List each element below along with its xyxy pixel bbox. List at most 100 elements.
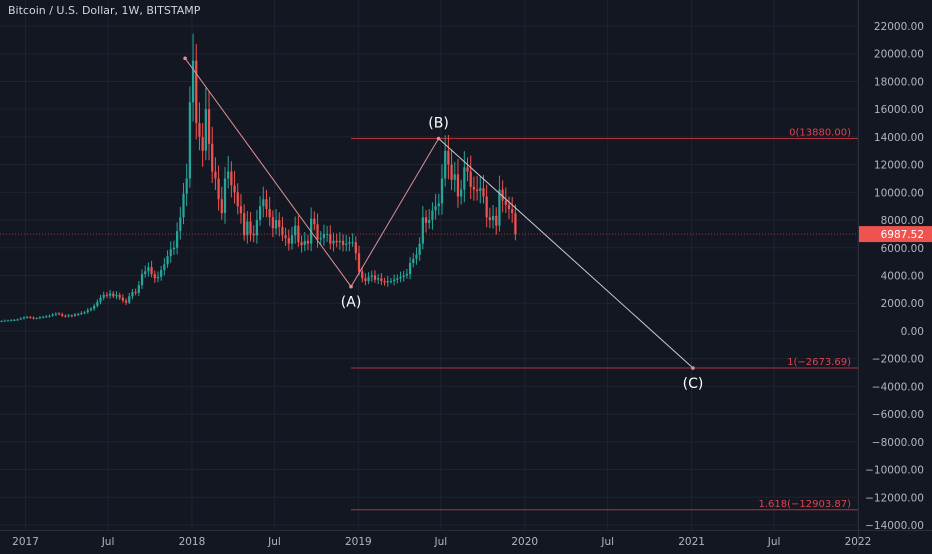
candle-body (249, 221, 252, 234)
candle-body (341, 240, 345, 246)
candle-body (316, 224, 319, 240)
candle-body (147, 267, 150, 272)
candle-body (175, 231, 179, 248)
candle-body (131, 292, 134, 297)
wave-line (350, 138, 440, 287)
candle-body (48, 315, 51, 317)
candle-body (511, 208, 514, 214)
candle-body (153, 274, 156, 279)
candle-body (345, 243, 348, 246)
candle-body (220, 199, 223, 214)
x-tick-label: 2022 (845, 536, 872, 548)
candle-body (26, 317, 29, 319)
candle-body (115, 294, 118, 297)
candle-body (35, 318, 38, 320)
candle-body (367, 276, 370, 282)
candle-body (182, 193, 185, 218)
candle-body (498, 189, 501, 226)
fib-level-label: 1.618(−12903.87) (758, 499, 851, 510)
candle-body (450, 164, 453, 180)
candle-body (160, 269, 163, 277)
candle-body (19, 318, 22, 320)
candle-body (258, 206, 262, 221)
candle-body (370, 275, 373, 277)
candle-body (290, 235, 294, 244)
y-tick-label: 8000.00 (881, 215, 924, 227)
candle-body (357, 253, 361, 272)
candle-body (501, 189, 504, 201)
y-tick-label: −2000.00 (872, 354, 924, 366)
y-tick-label: −10000.00 (865, 465, 924, 477)
y-tick-label: 10000.00 (874, 187, 924, 199)
wave-line (184, 58, 352, 287)
candle-body (6, 320, 10, 322)
candle-body (207, 109, 211, 144)
candle-body (268, 208, 271, 218)
candle-body (428, 220, 431, 223)
candle-body (16, 319, 19, 321)
projection-line (438, 138, 694, 369)
candle-body (243, 213, 246, 236)
y-tick-label: 12000.00 (874, 160, 924, 172)
y-tick-label: −14000.00 (865, 520, 924, 532)
candle-body (482, 188, 485, 197)
candle-body (396, 278, 399, 280)
candle-body (230, 171, 233, 186)
y-tick-label: 0.00 (901, 326, 924, 338)
x-tick-label: Jul (767, 536, 781, 548)
chart-title: Bitcoin / U.S. Dollar, 1W, BITSTAMP (8, 4, 201, 17)
candle-body (80, 312, 83, 314)
candle-body (57, 313, 61, 315)
candle-body (361, 271, 364, 279)
candle-body (102, 294, 105, 298)
candle-body (112, 293, 115, 297)
candle-body (287, 238, 290, 244)
candle-body (504, 200, 507, 205)
candle-body (469, 171, 472, 187)
y-tick-label: 18000.00 (874, 76, 924, 88)
candle-body (332, 240, 335, 244)
candle-body (313, 218, 316, 225)
candle-body (389, 281, 393, 283)
candle-body (22, 317, 26, 319)
candle-body (185, 178, 188, 194)
candle-body (386, 281, 389, 283)
candle-body (348, 242, 351, 244)
candle-body (204, 109, 207, 151)
wave-point (691, 366, 695, 370)
x-tick-label: Jul (267, 536, 281, 548)
candle-body (278, 220, 281, 227)
fib-level-label: 1(−2673.69) (787, 357, 851, 368)
candle-body (399, 276, 402, 279)
y-tick-label: 4000.00 (881, 271, 924, 283)
candle-body (488, 217, 491, 221)
candle-body (297, 225, 300, 243)
candle-body (246, 221, 249, 236)
candle-body (294, 225, 297, 236)
candle-body (329, 233, 332, 244)
candle-body (223, 178, 227, 214)
candle-body (211, 143, 214, 172)
candle-body (447, 150, 450, 165)
y-tick-label: 2000.00 (881, 298, 924, 310)
candle-body (354, 242, 357, 254)
candle-body (96, 301, 99, 306)
candle-body (214, 171, 217, 179)
candle-body (156, 276, 160, 279)
x-tick-label: 2020 (511, 536, 538, 548)
candle-body (431, 210, 434, 221)
current-price-label: 6987.52 (881, 229, 924, 241)
candle-body (322, 233, 326, 239)
y-tick-label: −8000.00 (872, 437, 924, 449)
candle-body (105, 294, 109, 296)
candle-body (144, 271, 147, 275)
candle-body (281, 226, 284, 236)
candle-body (166, 256, 169, 265)
candle-body (463, 167, 466, 190)
candle-body (188, 102, 191, 179)
candle-body (45, 316, 48, 318)
candle-body (380, 278, 383, 282)
x-tick-label: 2021 (678, 536, 705, 548)
